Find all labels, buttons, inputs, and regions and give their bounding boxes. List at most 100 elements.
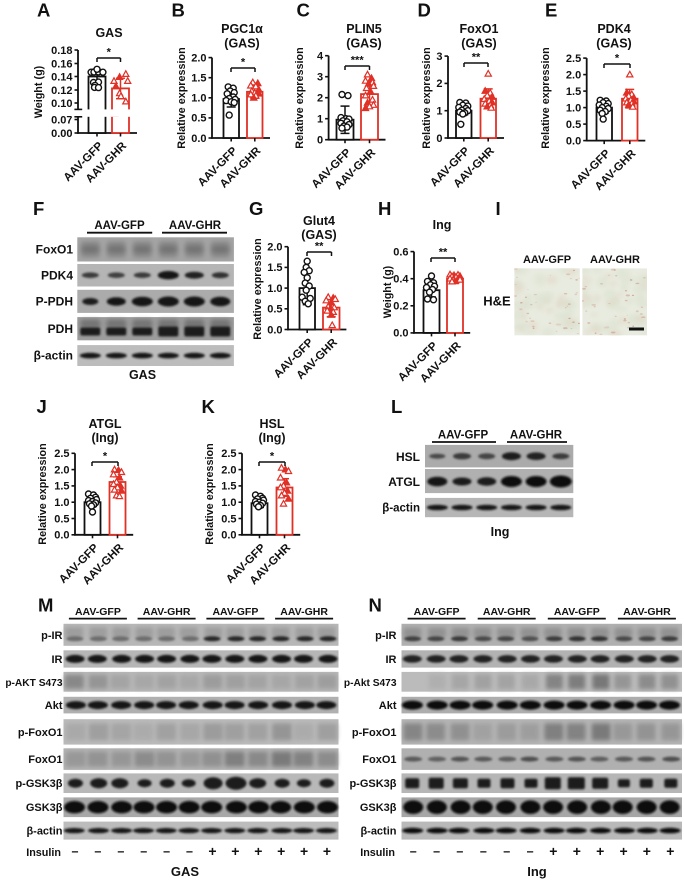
svg-text:Relative expression: Relative expression <box>204 443 216 544</box>
svg-text:***: *** <box>351 55 365 67</box>
svg-text:AAV-GFP: AAV-GFP <box>75 606 121 618</box>
svg-text:**: ** <box>315 241 324 253</box>
svg-text:–: – <box>117 845 124 859</box>
svg-text:β-actin: β-actin <box>360 826 396 838</box>
svg-text:(GAS): (GAS) <box>346 37 381 51</box>
svg-text:0.6: 0.6 <box>393 246 408 258</box>
svg-text:0.0: 0.0 <box>566 135 581 147</box>
svg-text:1.5: 1.5 <box>191 73 206 85</box>
svg-text:–: – <box>433 845 440 859</box>
svg-text:+: + <box>231 843 239 859</box>
svg-text:+: + <box>323 843 331 859</box>
svg-text:Relative expression: Relative expression <box>540 47 552 148</box>
svg-text:1.5: 1.5 <box>221 481 236 493</box>
svg-text:1.5: 1.5 <box>267 262 282 274</box>
svg-text:2: 2 <box>317 93 323 105</box>
svg-text:0.0: 0.0 <box>54 530 69 542</box>
svg-text:+: + <box>300 843 308 859</box>
svg-text:3: 3 <box>317 72 323 84</box>
svg-text:AAV-GFP: AAV-GFP <box>438 430 489 442</box>
svg-text:*: * <box>270 451 275 463</box>
svg-text:1.5: 1.5 <box>54 481 69 493</box>
svg-text:0.0: 0.0 <box>191 133 206 145</box>
svg-text:0.4: 0.4 <box>393 274 409 286</box>
svg-text:0.07: 0.07 <box>51 114 72 126</box>
svg-text:H&E: H&E <box>483 294 511 309</box>
svg-text:AAV-GFP: AAV-GFP <box>414 606 460 618</box>
svg-text:p-IR: p-IR <box>41 630 62 642</box>
svg-text:+: + <box>643 843 651 859</box>
svg-text:0.2: 0.2 <box>393 301 408 313</box>
svg-text:0.0: 0.0 <box>267 324 282 336</box>
svg-text:Weight (g): Weight (g) <box>33 65 45 118</box>
svg-text:AAV-GFP: AAV-GFP <box>554 606 600 618</box>
svg-text:0.16: 0.16 <box>51 58 72 70</box>
svg-text:Ing: Ing <box>527 864 547 879</box>
svg-text:1: 1 <box>436 106 442 118</box>
svg-text:PLIN5: PLIN5 <box>346 22 381 36</box>
svg-text:4: 4 <box>317 51 324 63</box>
svg-text:2.0: 2.0 <box>267 242 282 254</box>
svg-text:GSK3β: GSK3β <box>360 802 397 814</box>
svg-text:Relative expression: Relative expression <box>294 47 306 148</box>
svg-text:IR: IR <box>52 654 63 666</box>
svg-text:PDH: PDH <box>48 322 73 336</box>
svg-text:Weight (g): Weight (g) <box>382 265 394 318</box>
svg-text:0.5: 0.5 <box>566 119 581 131</box>
svg-text:*: * <box>241 57 246 69</box>
svg-text:2.5: 2.5 <box>54 448 69 460</box>
svg-text:IR: IR <box>386 654 397 666</box>
svg-text:+: + <box>208 843 216 859</box>
svg-text:C: C <box>297 0 310 21</box>
svg-text:(GAS): (GAS) <box>461 37 496 51</box>
svg-text:0.18: 0.18 <box>51 45 72 57</box>
svg-text:L: L <box>391 396 402 417</box>
svg-text:0: 0 <box>436 133 442 145</box>
svg-text:AAV-GHR: AAV-GHR <box>590 254 640 266</box>
svg-text:**: ** <box>472 52 481 64</box>
svg-text:p-GSK3β: p-GSK3β <box>15 778 62 790</box>
svg-text:B: B <box>172 0 185 21</box>
svg-text:+: + <box>573 843 581 859</box>
svg-text:0.5: 0.5 <box>191 113 206 125</box>
svg-text:2: 2 <box>436 78 442 90</box>
svg-text:GAS: GAS <box>95 26 122 40</box>
svg-text:0.5: 0.5 <box>267 304 282 316</box>
svg-text:β-actin: β-actin <box>26 826 62 838</box>
svg-text:AAV-GFP: AAV-GFP <box>212 606 258 618</box>
svg-text:–: – <box>186 845 193 859</box>
svg-text:FoxO1: FoxO1 <box>36 243 74 257</box>
svg-text:F: F <box>33 198 44 219</box>
svg-text:(GAS): (GAS) <box>224 37 259 51</box>
svg-text:I: I <box>496 198 501 219</box>
svg-text:(GAS): (GAS) <box>301 228 336 242</box>
svg-text:1.0: 1.0 <box>566 102 581 114</box>
svg-text:HSL: HSL <box>260 417 285 431</box>
svg-text:AAV-GHR: AAV-GHR <box>143 606 191 618</box>
svg-text:Akt: Akt <box>379 700 397 712</box>
svg-text:Insulin: Insulin <box>26 847 61 859</box>
svg-text:AAV-GFP: AAV-GFP <box>94 220 145 232</box>
svg-text:H: H <box>378 198 391 219</box>
svg-text:2.0: 2.0 <box>566 69 581 81</box>
svg-text:ATGL: ATGL <box>388 475 420 489</box>
svg-text:Relative expression: Relative expression <box>37 443 49 544</box>
svg-text:P-PDH: P-PDH <box>36 295 73 309</box>
svg-text:β-actin: β-actin <box>34 349 73 363</box>
svg-text:–: – <box>140 845 147 859</box>
svg-text:*: * <box>103 451 108 463</box>
svg-text:0.14: 0.14 <box>51 71 73 83</box>
svg-text:PDK4: PDK4 <box>597 22 630 36</box>
svg-text:FoxO1: FoxO1 <box>28 754 62 766</box>
svg-text:0.5: 0.5 <box>54 513 69 525</box>
svg-text:0.5: 0.5 <box>221 513 236 525</box>
svg-text:+: + <box>254 843 262 859</box>
svg-text:Ing: Ing <box>433 218 452 232</box>
svg-text:2.5: 2.5 <box>566 53 581 65</box>
svg-text:GAS: GAS <box>129 368 156 382</box>
svg-text:AAV-GHR: AAV-GHR <box>623 606 671 618</box>
svg-text:3: 3 <box>436 51 442 63</box>
svg-text:Relative expression: Relative expression <box>176 47 188 148</box>
svg-text:p-Akt S473: p-Akt S473 <box>344 678 397 689</box>
svg-text:1.5: 1.5 <box>566 86 581 98</box>
